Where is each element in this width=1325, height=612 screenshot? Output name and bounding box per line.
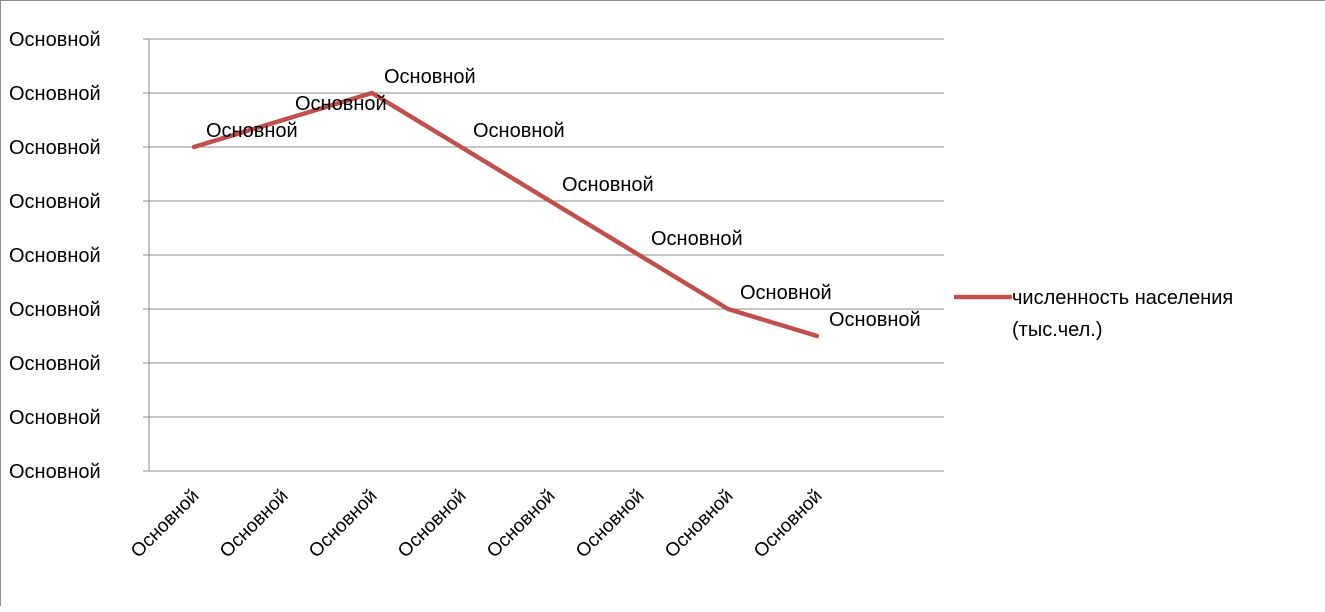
y-tick-label: Основной bbox=[9, 137, 101, 159]
x-tick-label: Основной bbox=[216, 486, 292, 562]
data-point bbox=[192, 145, 196, 149]
series-line bbox=[191, 90, 820, 339]
data-label: Основной bbox=[829, 309, 921, 331]
x-tick-label: Основной bbox=[127, 486, 203, 562]
y-axis-tick-labels: Основной Основной Основной Основной Основной… bbox=[9, 29, 101, 483]
y-tick-label: Основной bbox=[9, 461, 101, 483]
data-point bbox=[370, 91, 374, 95]
data-point bbox=[281, 118, 285, 122]
x-tick-label: Основной bbox=[661, 486, 737, 562]
y-tick-label: Основной bbox=[9, 353, 101, 375]
y-tick-label: Основной bbox=[9, 83, 101, 105]
data-label: Основной bbox=[562, 174, 654, 196]
y-tick-label: Основной bbox=[9, 299, 101, 321]
data-label: Основной bbox=[295, 93, 387, 115]
data-point bbox=[726, 307, 730, 311]
y-tick-label: Основной bbox=[9, 245, 101, 267]
data-point bbox=[815, 334, 819, 338]
x-tick-label: Основной bbox=[394, 486, 470, 562]
y-tick-label: Основной bbox=[9, 29, 101, 51]
legend: численность населения (тыс.чел.) bbox=[954, 287, 1233, 341]
x-tick-label: Основной bbox=[305, 486, 381, 562]
legend-label: численность населения (тыс.чел.) bbox=[1012, 287, 1233, 341]
series-lines bbox=[191, 90, 820, 339]
data-point bbox=[548, 199, 552, 203]
x-axis-tick-labels: Основной Основной Основной Основной Основной… bbox=[127, 486, 826, 562]
data-label: Основной bbox=[384, 66, 476, 88]
data-point bbox=[637, 253, 641, 257]
data-label: Основной bbox=[651, 228, 743, 250]
data-label: Основной bbox=[473, 120, 565, 142]
gridlines bbox=[143, 38, 944, 472]
x-tick-label: Основной bbox=[750, 486, 826, 562]
data-point bbox=[459, 145, 463, 149]
x-tick-label: Основной bbox=[572, 486, 648, 562]
data-labels: Основной Основной Основной Основной Основной… bbox=[206, 66, 921, 331]
y-tick-label: Основной bbox=[9, 407, 101, 429]
x-tick-label: Основной bbox=[483, 486, 559, 562]
data-label: Основной bbox=[740, 282, 832, 304]
data-label: Основной bbox=[206, 120, 298, 142]
y-tick-label: Основной bbox=[9, 191, 101, 213]
